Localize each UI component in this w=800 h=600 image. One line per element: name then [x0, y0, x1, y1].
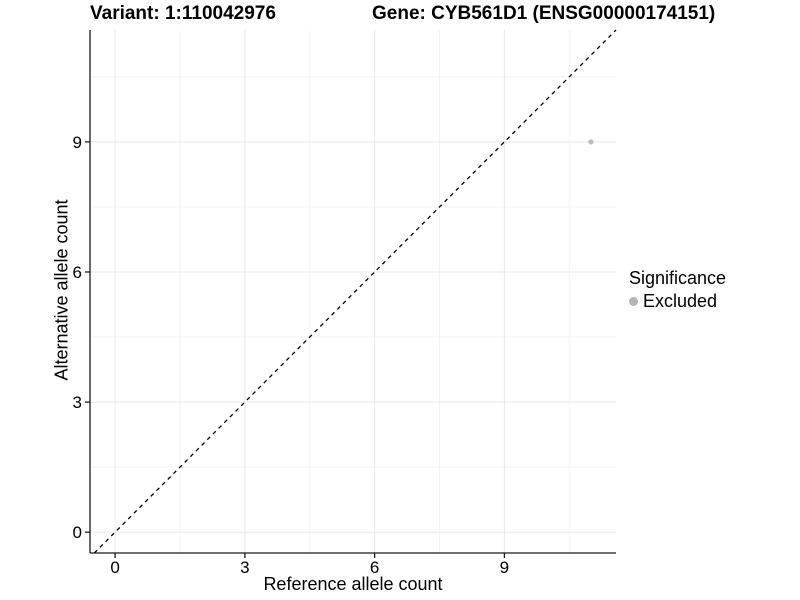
plot-title-variant: Variant: 1:110042976: [90, 3, 276, 24]
data-point: [588, 139, 594, 145]
legend-point-icon: [629, 297, 638, 306]
y-axis-title: Alternative allele count: [51, 199, 72, 381]
x-tick-label: 9: [500, 558, 509, 577]
legend-title: Significance: [629, 268, 727, 288]
y-tick-label: 3: [73, 393, 82, 412]
x-axis-title: Reference allele count: [263, 574, 443, 594]
legend: Significance Excluded: [629, 268, 726, 312]
identity-reference-line: [93, 29, 617, 554]
y-tick-label: 0: [73, 523, 82, 542]
x-tick-label: 3: [240, 558, 249, 577]
x-tick-label: 0: [110, 558, 119, 577]
y-tick-label: 9: [73, 133, 82, 152]
legend-item-excluded: Excluded: [629, 291, 726, 312]
plot-title-gene: Gene: CYB561D1 (ENSG00000174151): [372, 3, 716, 24]
legend-item-label: Excluded: [643, 291, 718, 311]
x-tick-label: 6: [370, 558, 379, 577]
y-tick-label: 6: [73, 263, 82, 282]
